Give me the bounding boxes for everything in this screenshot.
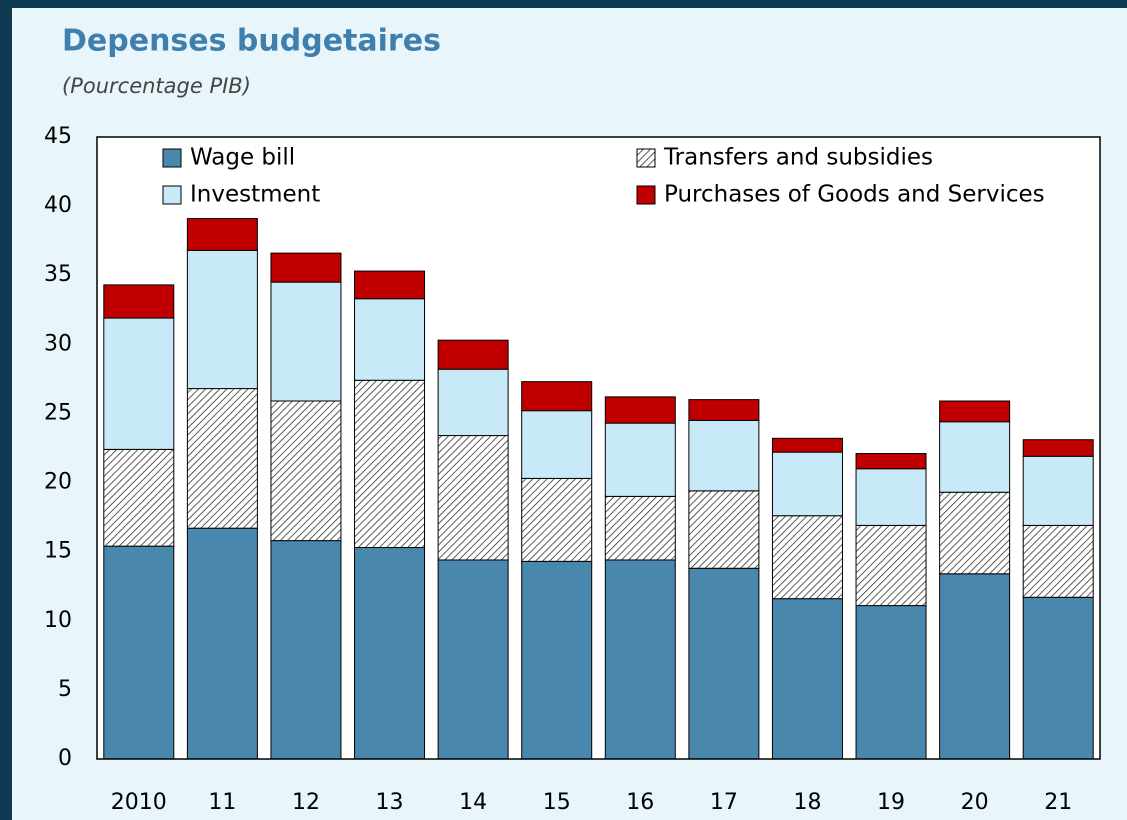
x-tick-label: 20 (961, 790, 989, 815)
y-tick-label: 5 (58, 677, 72, 702)
y-tick-label: 30 (44, 331, 72, 356)
bar-segment (1022, 439, 1094, 457)
bar-segment (855, 605, 927, 760)
bar-segment (855, 453, 927, 470)
bar-segment (771, 451, 843, 517)
bar-segment (354, 298, 426, 381)
x-tick-label: 11 (208, 790, 236, 815)
y-tick-label: 35 (44, 262, 72, 287)
bar-segment (604, 559, 676, 760)
bar-segment (270, 540, 342, 760)
bar-segment (604, 396, 676, 424)
bar-segment (186, 527, 258, 760)
bar-segment (688, 399, 760, 421)
y-tick-label: 45 (44, 124, 72, 149)
x-tick-label: 16 (626, 790, 654, 815)
bar-segment (270, 281, 342, 402)
legend-swatch (636, 148, 656, 168)
bar-segment (186, 388, 258, 529)
y-tick-label: 20 (44, 470, 72, 495)
bar-segment (521, 381, 593, 412)
bar-segment (604, 422, 676, 497)
bar-segment (604, 495, 676, 561)
x-tick-label: 12 (292, 790, 320, 815)
bar-segment (521, 410, 593, 479)
x-tick-label: 2010 (111, 790, 167, 815)
bar-segment (354, 547, 426, 760)
bar-segment (437, 559, 509, 760)
x-tick-label: 18 (793, 790, 821, 815)
x-tick-label: 21 (1044, 790, 1072, 815)
bar-segment (270, 400, 342, 542)
bar-segment (688, 419, 760, 492)
bar-segment (855, 468, 927, 526)
x-tick-label: 13 (376, 790, 404, 815)
bar-segment (186, 249, 258, 390)
x-tick-label: 17 (710, 790, 738, 815)
legend-label: Investment (190, 182, 320, 208)
bar-segment (354, 379, 426, 549)
bar-segment (939, 400, 1011, 423)
bar-segment (1022, 524, 1094, 598)
bar-segment (939, 421, 1011, 493)
bar-segment (270, 252, 342, 283)
legend-label: Wage bill (190, 145, 295, 171)
bar-segment (437, 435, 509, 561)
legend-swatch (636, 185, 656, 205)
bar-segment (939, 573, 1011, 760)
plot-border (96, 136, 1101, 760)
plot-area (97, 137, 1100, 759)
y-tick-label: 0 (58, 746, 72, 771)
bar-segment (103, 448, 175, 547)
x-tick-label: 19 (877, 790, 905, 815)
y-tick-label: 15 (44, 539, 72, 564)
legend-label: Transfers and subsidies (663, 145, 933, 171)
bar-segment (103, 284, 175, 319)
bar-segment (186, 218, 258, 251)
bar-segment (1022, 596, 1094, 760)
bar-segment (688, 567, 760, 760)
x-tick-label: 14 (459, 790, 487, 815)
bar-segment (771, 437, 843, 453)
bar-segment (688, 490, 760, 569)
y-tick-label: 10 (44, 608, 72, 633)
x-tick-label: 15 (543, 790, 571, 815)
bar-segment (939, 491, 1011, 575)
legend-swatch (162, 148, 182, 168)
bar-segment (103, 317, 175, 450)
chart-title: Depenses budgetaires (62, 24, 441, 59)
legend-label: Purchases of Goods and Services (664, 182, 1045, 208)
bar-segment (437, 339, 509, 370)
y-tick-label: 25 (44, 400, 72, 425)
bar-segment (771, 598, 843, 760)
bar-segment (103, 545, 175, 760)
legend-swatch (162, 185, 182, 205)
bar-segment (771, 515, 843, 600)
bar-segment (1022, 455, 1094, 526)
bar-segment (354, 270, 426, 300)
bar-segment (521, 477, 593, 562)
bar-segment (855, 524, 927, 607)
bar-segment (437, 368, 509, 437)
chart-subtitle: (Pourcentage PIB) (62, 74, 251, 98)
y-tick-label: 40 (44, 193, 72, 218)
bar-segment (521, 560, 593, 760)
